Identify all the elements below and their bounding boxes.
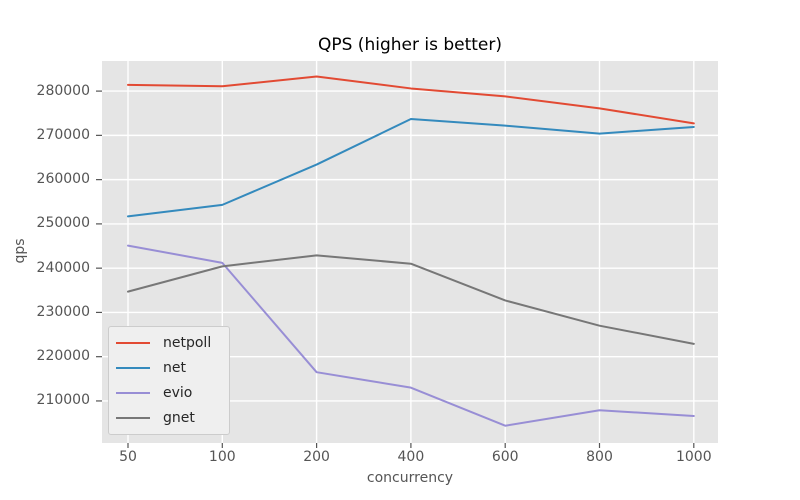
legend-line-swatch <box>116 367 150 370</box>
y-tick-label: 240000 <box>36 259 90 276</box>
legend-line-swatch <box>116 342 150 345</box>
legend-label: evio <box>163 384 193 401</box>
legend-item-gnet: gnet <box>116 405 221 430</box>
y-tick-label: 260000 <box>36 171 90 188</box>
legend-line-swatch <box>116 391 150 394</box>
legend-label: gnet <box>163 409 195 426</box>
series-line-net <box>127 117 695 218</box>
legend-label: netpoll <box>163 335 212 352</box>
x-tick-label: 100 <box>208 449 236 465</box>
x-tick-label: 1000 <box>675 449 712 465</box>
y-tick-label: 230000 <box>36 303 90 320</box>
y-tick-label: 270000 <box>36 126 90 143</box>
chart-title: QPS (higher is better) <box>317 35 503 55</box>
y-axis-label: qps <box>12 238 28 264</box>
x-tick-label: 800 <box>586 449 613 465</box>
legend-item-evio: evio <box>116 381 221 406</box>
series-line-gnet <box>127 254 695 345</box>
legend-item-net: net <box>116 356 221 381</box>
legend-line-swatch <box>116 416 150 419</box>
x-tick-label: 50 <box>119 449 137 465</box>
y-tick-label: 220000 <box>36 348 90 365</box>
series-line-evio <box>127 244 695 427</box>
y-tick-label: 210000 <box>36 392 90 409</box>
series-line-netpoll <box>127 75 695 125</box>
legend-item-netpoll: netpoll <box>116 331 221 356</box>
legend-label: net <box>163 360 186 377</box>
y-tick-label: 250000 <box>36 215 90 232</box>
y-tick-label: 280000 <box>36 82 90 99</box>
x-tick-label: 400 <box>397 449 425 465</box>
legend: netpoll net evio gnet <box>108 326 230 435</box>
x-tick-label: 600 <box>491 449 519 465</box>
x-tick-label: 200 <box>303 449 330 465</box>
x-axis-label: concurrency <box>366 470 454 486</box>
